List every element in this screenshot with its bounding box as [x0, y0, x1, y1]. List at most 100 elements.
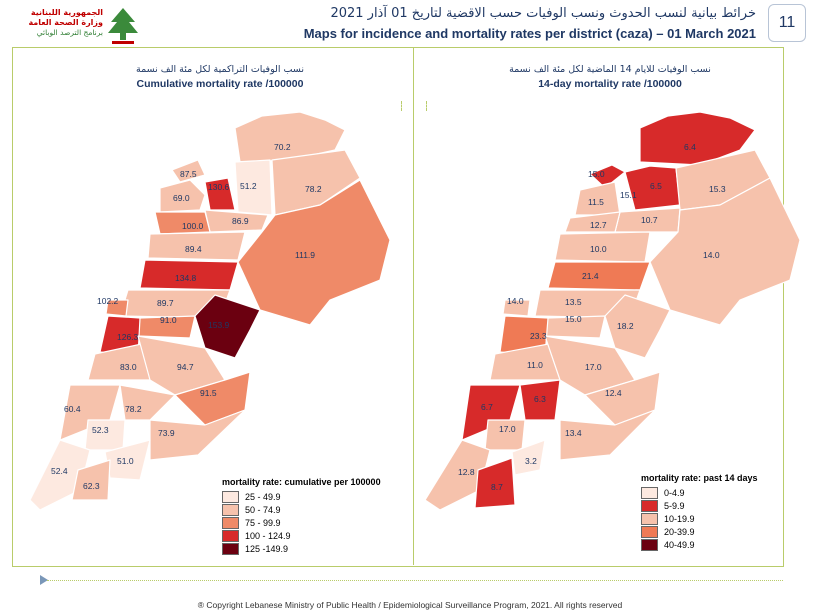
value-label: 6.7 — [481, 402, 493, 412]
value-label: 14.0 — [703, 250, 720, 260]
legend-item: 125 -149.9 — [222, 543, 381, 556]
legend-item: 10-19.9 — [641, 512, 758, 525]
legend-label: 40-49.9 — [664, 540, 695, 551]
maps-frame — [12, 47, 784, 567]
value-label: 153.9 — [208, 320, 230, 330]
district-west-bekaa — [174, 371, 251, 426]
value-label: 18.2 — [617, 321, 634, 331]
value-label: 102.2 — [97, 296, 119, 306]
legend-label: 125 -149.9 — [245, 544, 289, 555]
logo-text-republic: الجمهورية اللبنانية — [30, 8, 103, 17]
value-label: 6.3 — [534, 394, 546, 404]
value-label: 15.1 — [620, 190, 637, 200]
value-label: 17.0 — [585, 362, 602, 372]
district-baalbek — [237, 179, 391, 326]
value-label: 11.5 — [588, 197, 604, 207]
left-map-title: نسب الوفيات التراكمية لكل مئة الف نسمة C… — [90, 64, 350, 90]
value-label: 69.0 — [173, 193, 190, 203]
legend-label: 100 - 124.9 — [245, 531, 291, 542]
play-icon[interactable] — [40, 575, 48, 585]
district-bsharri — [147, 231, 246, 261]
district-akkar — [639, 111, 756, 166]
district-hermel — [271, 149, 361, 216]
value-label: 94.7 — [177, 362, 194, 372]
page-number: 11 — [768, 4, 806, 42]
value-label: 78.2 — [125, 404, 142, 414]
legend-label: 50 - 74.9 — [245, 504, 281, 515]
value-label: 3.2 — [525, 456, 537, 466]
value-label: 14.0 — [507, 296, 524, 306]
right-map-title-arabic: نسب الوفيات للايام 14 الماضية لكل مئة ال… — [509, 64, 711, 75]
value-label: 12.7 — [590, 220, 607, 230]
logo-text-program: برنامج الترصد الوبائي — [36, 28, 103, 37]
value-label: 83.0 — [120, 362, 137, 372]
value-label: 6.4 — [684, 142, 696, 152]
legend-item: 25 - 49.9 — [222, 490, 381, 503]
value-label: 10.0 — [590, 244, 607, 254]
legend-swatch — [641, 499, 658, 512]
value-label: 8.7 — [491, 482, 503, 492]
value-label: 12.8 — [458, 467, 475, 477]
value-label: 23.3 — [530, 331, 547, 341]
legend-swatch — [641, 539, 658, 552]
district-batroun — [564, 211, 621, 233]
legend-swatch — [641, 512, 658, 525]
legend-item: 0-4.9 — [641, 486, 758, 499]
value-label: 13.5 — [565, 297, 582, 307]
value-label: 51.0 — [117, 456, 134, 466]
page-title: Maps for incidence and mortality rates p… — [303, 26, 756, 41]
legend-item: 40-49.9 — [641, 539, 758, 552]
value-label: 10.7 — [641, 215, 658, 225]
legend-label: 25 - 49.9 — [245, 491, 281, 502]
district-marjayoun — [511, 439, 546, 476]
value-label: 6.5 — [650, 181, 662, 191]
legend-swatch — [222, 503, 239, 516]
district-baalbek — [649, 177, 801, 326]
right-legend: mortality rate: past 14 days 0-4.9 5-9.9… — [641, 473, 758, 552]
right-legend-title: mortality rate: past 14 days — [641, 473, 758, 483]
value-label: 87.5 — [180, 169, 197, 179]
legend-item: 5-9.9 — [641, 499, 758, 512]
legend-swatch — [222, 543, 239, 556]
left-legend: mortality rate: cumulative per 100000 25… — [222, 477, 381, 556]
value-label: 17.0 — [499, 424, 516, 434]
footer-divider — [47, 580, 783, 581]
ministry-logo: الجمهورية اللبنانية وزارة الصحة العامة ب… — [8, 6, 138, 48]
value-label: 78.2 — [305, 184, 322, 194]
district-rashaya — [149, 409, 246, 461]
value-label: 91.0 — [160, 315, 177, 325]
right-map-title-english: 14-day mortality rate /100000 — [538, 78, 682, 90]
value-label: 12.4 — [605, 388, 622, 398]
value-label: 134.8 — [175, 273, 197, 283]
legend-swatch — [641, 526, 658, 539]
dash-mark — [426, 101, 427, 111]
district-west-bekaa — [584, 371, 661, 426]
left-legend-title: mortality rate: cumulative per 100000 — [222, 477, 381, 487]
district-batroun — [154, 211, 211, 235]
value-label: 13.4 — [565, 428, 582, 438]
district-tripoli — [171, 159, 206, 183]
legend-item: 75 - 99.9 — [222, 516, 381, 529]
left-map-title-arabic: نسب الوفيات التراكمية لكل مئة الف نسمة — [136, 64, 304, 75]
district-dinnieh — [234, 159, 273, 216]
value-label: 73.9 — [158, 428, 175, 438]
district-jbeil — [547, 261, 651, 291]
legend-label: 0-4.9 — [664, 487, 685, 498]
value-label: 86.9 — [232, 216, 249, 226]
legend-item: 100 - 124.9 — [222, 530, 381, 543]
value-label: 70.2 — [274, 142, 291, 152]
value-label: 15.0 — [588, 169, 605, 179]
district-rashaya — [559, 409, 656, 461]
district-beirut — [502, 299, 531, 317]
value-label: 62.3 — [83, 481, 100, 491]
value-label: 91.5 — [200, 388, 217, 398]
value-label: 100.0 — [182, 221, 204, 231]
legend-label: 75 - 99.9 — [245, 517, 281, 528]
value-label: 60.4 — [64, 404, 81, 414]
legend-label: 5-9.9 — [664, 500, 685, 511]
value-label: 51.2 — [240, 181, 257, 191]
cedar-icon — [108, 8, 138, 44]
dash-mark — [401, 101, 402, 111]
district-miniyeh — [159, 179, 206, 213]
